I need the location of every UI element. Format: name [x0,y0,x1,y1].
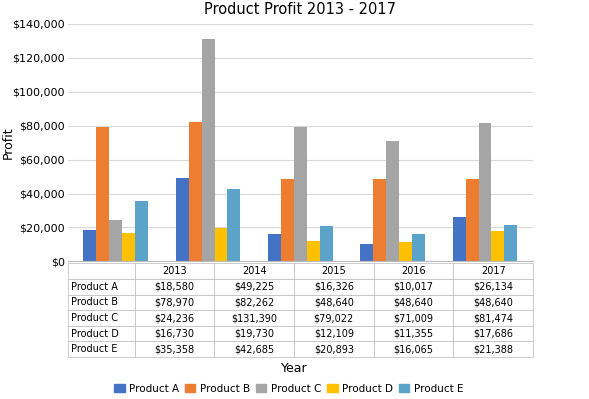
Bar [412,234,425,261]
Title: Product Profit 2013 - 2017: Product Profit 2013 - 2017 [204,2,396,17]
Bar [84,230,97,261]
Bar [373,179,386,261]
Legend: Product A, Product B, Product C, Product D, Product E: Product A, Product B, Product C, Product… [114,384,463,394]
Bar [97,127,110,261]
Bar [135,201,148,261]
Bar [453,217,466,261]
Bar [227,189,240,261]
Text: Year: Year [281,362,308,375]
Bar [201,39,214,261]
Bar [491,231,504,261]
Y-axis label: Profit: Profit [2,126,15,159]
Bar [268,234,281,261]
Bar [399,242,412,261]
Bar [176,178,188,261]
Bar [466,179,479,261]
Bar [214,228,227,261]
Bar [504,225,517,261]
Bar [294,127,307,261]
Bar [386,141,399,261]
Bar [281,179,294,261]
Bar [320,226,333,261]
Bar [110,220,122,261]
Bar [479,123,491,261]
Bar [360,244,373,261]
Bar [307,241,320,261]
Bar [188,122,201,261]
Bar [122,233,135,261]
